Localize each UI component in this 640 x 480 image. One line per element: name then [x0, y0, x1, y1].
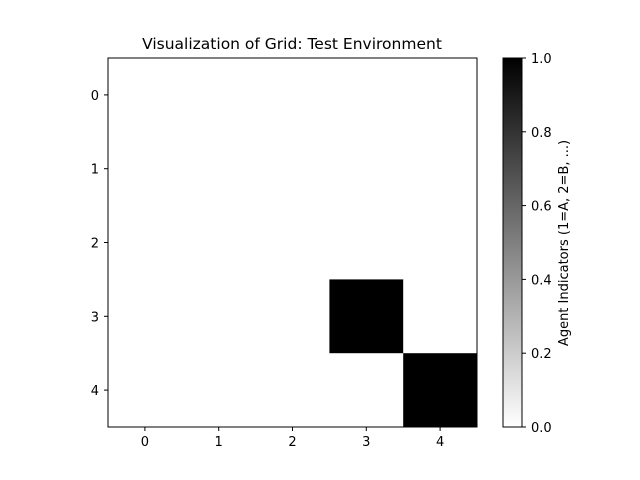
- heatmap-cell-r1-c1: [181, 131, 256, 206]
- heatmap-cell-r2-c2: [255, 205, 330, 280]
- heatmap-cell-r0-c4: [403, 58, 478, 133]
- colorbar-label: Agent Indicators (1=A, 2=B, ...): [557, 140, 572, 346]
- heatmap-cell-r2-c0: [108, 205, 183, 280]
- y-tick-label: 4: [91, 384, 99, 399]
- y-tick-label: 3: [91, 310, 99, 325]
- heatmap-cell-r1-c2: [255, 131, 330, 206]
- y-tick-label: 1: [91, 163, 99, 178]
- heatmap-cell-r4-c0: [108, 353, 183, 428]
- heatmap-cell-r0-c2: [255, 58, 330, 133]
- heatmap-cell-r1-c0: [108, 131, 183, 206]
- heatmap-cell-r2-c3: [329, 205, 404, 280]
- heatmap-cell-r0-c1: [181, 58, 256, 133]
- colorbar-gradient: [502, 57, 523, 428]
- heatmap-cell-r3-c0: [108, 279, 183, 354]
- heatmap-cell-r3-c2: [255, 279, 330, 354]
- x-tick-label: 1: [215, 435, 223, 450]
- x-tick-label: 4: [436, 435, 444, 450]
- colorbar-tick-label: 0.0: [531, 421, 552, 436]
- colorbar-tick-label: 0.6: [531, 200, 552, 215]
- y-tick-label: 0: [91, 89, 99, 104]
- heatmap-cell-r2-c4: [403, 205, 478, 280]
- colorbar-tick-label: 0.4: [531, 273, 552, 288]
- heatmap-cell-r1-c4: [403, 131, 478, 206]
- colorbar-ticks: 0.0 0.2 0.4 0.6 0.8 1.0: [522, 52, 552, 436]
- chart-title: Visualization of Grid: Test Environment: [142, 35, 442, 53]
- colorbar-tick-label: 0.8: [531, 126, 552, 141]
- heatmap-cell-r1-c3: [329, 131, 404, 206]
- heatmap-cell-r0-c3: [329, 58, 404, 133]
- heatmap-cell-r3-c4: [403, 279, 478, 354]
- heatmap-cell-r4-c2: [255, 353, 330, 428]
- x-axis-ticks: 0 1 2 3 4: [141, 427, 444, 450]
- heatmap-cell-r0-c0: [108, 58, 183, 133]
- x-tick-label: 0: [141, 435, 149, 450]
- heatmap-cell-r3-c1: [181, 279, 256, 354]
- y-axis-ticks: 0 1 2 3 4: [91, 89, 108, 399]
- heatmap-cell-r4-c4: [403, 353, 478, 428]
- colorbar-tick-label: 1.0: [531, 52, 552, 67]
- x-tick-label: 2: [288, 435, 296, 450]
- x-tick-label: 3: [362, 435, 370, 450]
- colorbar-tick-label: 0.2: [531, 347, 552, 362]
- heatmap-cell-r4-c3: [329, 353, 404, 428]
- y-tick-label: 2: [91, 237, 99, 252]
- heatmap-cell-r3-c3: [329, 279, 404, 354]
- heatmap-cell-r2-c1: [181, 205, 256, 280]
- heatmap-cell-r4-c1: [181, 353, 256, 428]
- heatmap-cells: [108, 58, 478, 428]
